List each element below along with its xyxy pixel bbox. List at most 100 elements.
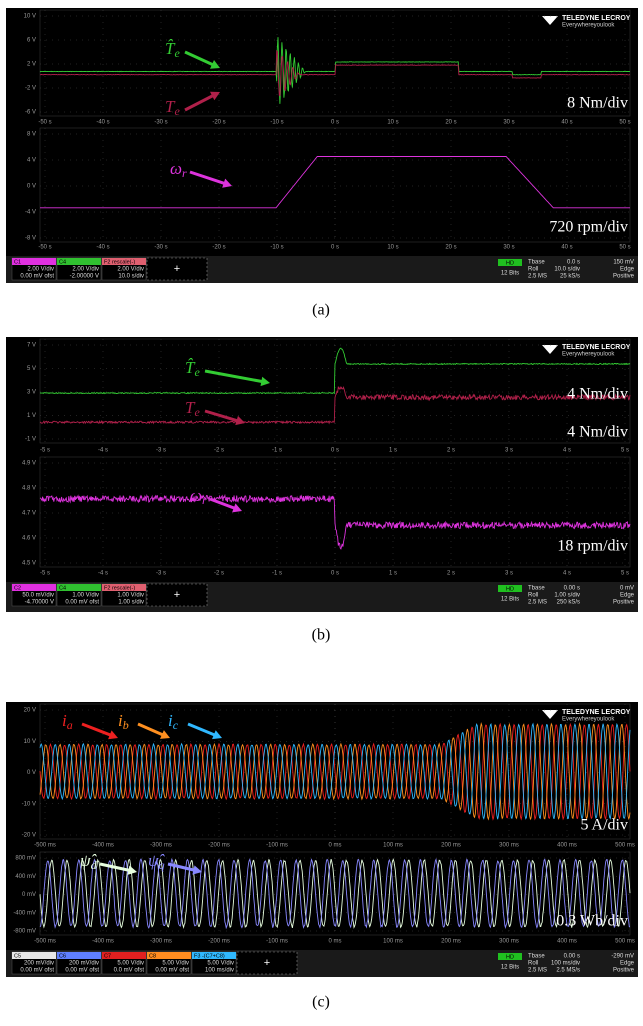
x-tick-label: 50 s (619, 120, 630, 126)
logo-tagline: Everywhereyoulook (562, 23, 615, 29)
y-tick-label: -2 V (25, 86, 36, 92)
x-tick-label: 300 ms (499, 843, 519, 849)
x-tick-label: -200 ms (208, 939, 230, 945)
annotation-arrow (81, 722, 113, 738)
y-tick-label: 10 V (24, 14, 36, 20)
waveform (39, 722, 631, 821)
x-tick-label: -2 s (214, 571, 224, 577)
panel-caption: (a) (312, 302, 330, 319)
y-tick-label: -4 V (25, 210, 36, 216)
scale-label: 8 Nm/div (567, 95, 628, 112)
timebase-key: Roll (528, 267, 538, 273)
channel-setting: 50.0 mV/div (22, 593, 54, 599)
annotation-label: T̂e (165, 39, 180, 60)
logo-icon (542, 710, 558, 719)
y-tick-label: 0 mV (22, 892, 36, 898)
annotation-subscript: e (194, 405, 200, 419)
channel-name: C8 (149, 953, 156, 959)
y-tick-label: 10 V (24, 739, 36, 745)
channel-name: C4 (59, 585, 66, 591)
channel-name: C6 (59, 953, 66, 959)
annotation-arrowhead (127, 865, 137, 875)
waveform (39, 49, 631, 97)
annotation-subscript: e (174, 104, 180, 118)
channel-name: C1 (14, 259, 21, 265)
channel-setting: 200 mV/div (69, 961, 99, 967)
x-tick-label: -5 s (40, 571, 50, 577)
channel-setting: 0.00 mV ofst (20, 274, 54, 280)
channel-setting: 2.00 V/div (117, 267, 144, 273)
y-tick-label: 1 V (27, 413, 36, 419)
annotation-arrow (99, 862, 132, 873)
waveform (39, 721, 631, 821)
annotation-base: ω (170, 159, 182, 178)
scale-label: 0.3 Wb/div (556, 913, 628, 930)
x-tick-label: -50 s (38, 245, 51, 251)
x-tick-label: 1 s (389, 448, 397, 454)
y-tick-label: 4.8 V (22, 486, 36, 492)
add-channel-button[interactable] (146, 257, 208, 281)
channel-setting: 5.00 V/div (162, 961, 189, 967)
annotation-arrowhead (212, 730, 222, 740)
annotation-arrow (167, 862, 197, 873)
trigger-setting: Positive (613, 968, 635, 974)
timebase-key: 2.5 MS (528, 274, 547, 280)
annotation-label: ωr (170, 159, 187, 180)
y-tick-label: 20 V (24, 708, 36, 714)
channel-name: C5 (14, 953, 21, 959)
channel-header (57, 952, 101, 959)
x-tick-label: -400 ms (92, 843, 114, 849)
x-tick-label: 3 s (505, 448, 513, 454)
x-tick-label: 100 ms (383, 843, 403, 849)
x-tick-label: 0 ms (328, 939, 341, 945)
x-tick-label: 2 s (447, 448, 455, 454)
annotation-label: ia (62, 711, 73, 732)
annotation-arrow (184, 93, 216, 112)
channel-setting: 0.00 mV ofst (20, 968, 54, 974)
x-tick-label: -10 s (270, 245, 283, 251)
add-channel-button[interactable] (146, 583, 208, 607)
x-tick-label: 30 s (503, 245, 514, 251)
timebase-key: 2.5 MS (528, 600, 547, 606)
channel-name: C4 (59, 259, 66, 265)
channel-setting: 0.00 mV ofst (155, 968, 189, 974)
add-channel-label: + (174, 589, 180, 601)
x-tick-label: 0 s (331, 120, 339, 126)
logo-tagline: Everywhereyoulook (562, 717, 615, 723)
x-tick-label: -5 s (40, 448, 50, 454)
x-tick-label: 5 s (621, 571, 629, 577)
scope-screen (6, 8, 638, 283)
y-tick-label: -800 mV (13, 929, 36, 935)
y-tick-label: 400 mV (15, 874, 36, 880)
channel-header (102, 258, 146, 265)
annotation-arrow (184, 50, 216, 67)
timebase-value: 1.00 s/div (554, 593, 580, 599)
x-tick-label: -500 ms (34, 843, 56, 849)
x-tick-label: -400 ms (92, 939, 114, 945)
annotation-label: ωr (190, 486, 207, 507)
channel-setting: -2.00000 V (70, 274, 99, 280)
channel-setting: 2.00 V/div (27, 267, 54, 273)
annotation-label: ic (168, 711, 179, 732)
x-tick-label: 2 s (447, 571, 455, 577)
trigger-setting: Positive (613, 274, 635, 280)
x-tick-label: 0 s (331, 245, 339, 251)
waveform (39, 722, 631, 821)
y-tick-label: -400 mV (13, 910, 36, 916)
annotation-arrowhead (235, 415, 245, 426)
channel-setting: 200 mV/div (24, 961, 54, 967)
scope-screen (6, 337, 638, 612)
bit-depth: 12 Bits (501, 271, 519, 277)
channel-setting: 10.0 s/div (118, 274, 144, 280)
waveform (39, 347, 631, 395)
annotation-arrowhead (222, 178, 232, 188)
annotation-arrowhead (260, 376, 270, 387)
x-tick-label: -40 s (96, 120, 109, 126)
trigger-setting: 150 mV (613, 260, 634, 266)
annotation-subscript: b (123, 718, 129, 732)
timebase-value: 0.0 s (567, 260, 580, 266)
add-channel-button[interactable] (236, 951, 298, 975)
